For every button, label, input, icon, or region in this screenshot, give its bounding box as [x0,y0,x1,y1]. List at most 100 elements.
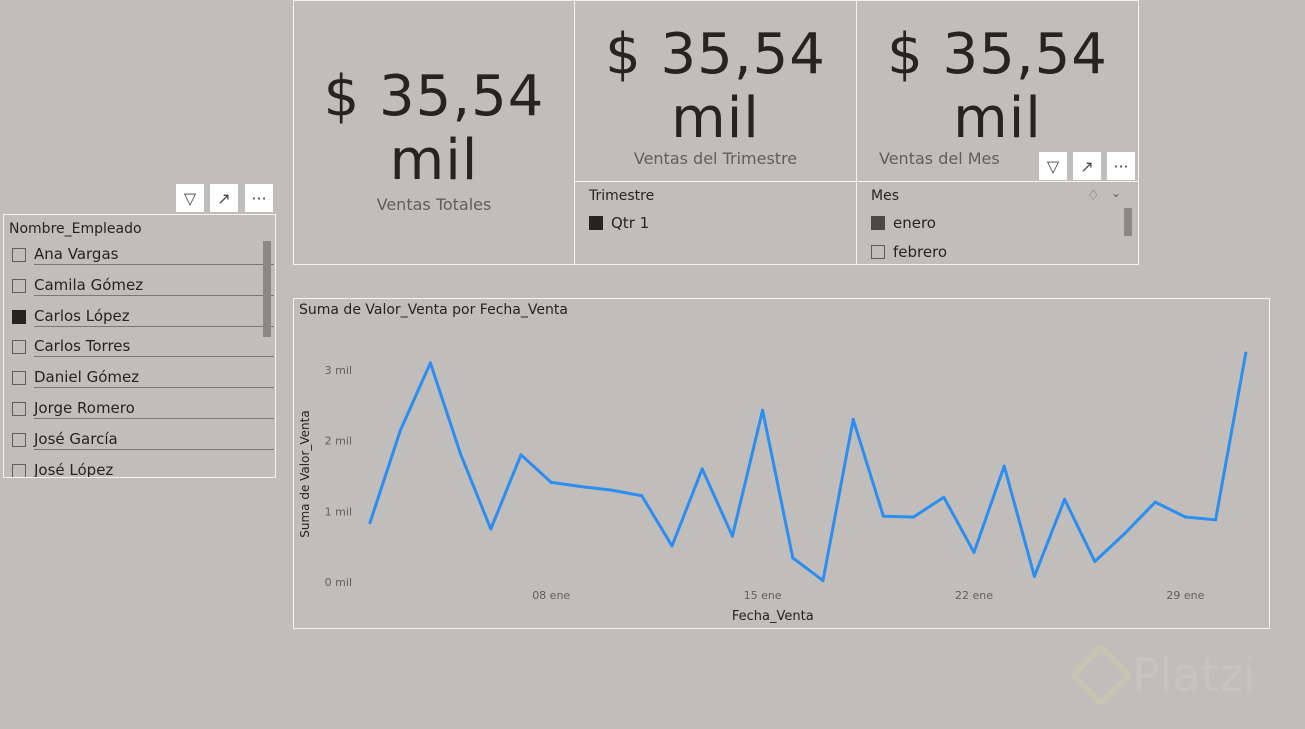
item-label: Carlos Torres [34,337,274,358]
data-point[interactable] [972,550,976,554]
filter-icon[interactable]: ▽ [1039,152,1067,180]
y-tick-label: 1 mil [325,505,352,518]
x-axis-title: Fecha_Venta [732,609,814,624]
data-point[interactable] [640,494,644,498]
item-label: José García [34,430,274,450]
data-point[interactable] [670,544,674,548]
checkbox[interactable] [12,432,26,447]
card-unit: mil [389,128,479,193]
more-options-icon[interactable]: ··· [1107,152,1135,180]
card-value: $ 35,54 [323,64,545,129]
y-tick-label: 2 mil [325,435,352,448]
data-point[interactable] [942,495,946,499]
data-point[interactable] [579,485,583,489]
data-point[interactable] [700,467,704,471]
data-point[interactable] [1002,464,1006,468]
card-value: $ 35,54 [605,22,826,87]
focus-mode-icon[interactable]: ↗ [210,184,238,212]
checkbox[interactable] [871,245,885,259]
trimestre-slicer: Trimestre Qtr 1 [574,181,857,265]
slicer-title: Mes [871,188,899,204]
checkbox[interactable] [12,248,26,262]
mes-slicer: Mes ♢ ⌄ enero febrero [856,181,1139,265]
empleado-slicer: Nombre_Empleado Ana Vargas Camila Gómez Ca… [3,214,276,478]
data-point[interactable] [881,514,885,518]
data-point[interactable] [1214,518,1218,522]
data-point[interactable] [791,556,795,560]
data-point[interactable] [1123,531,1127,535]
slicer-item-employee[interactable]: José García [12,430,274,450]
slicer-item-employee[interactable]: Carlos Torres [12,337,274,358]
eraser-icon[interactable]: ♢ [1087,188,1100,204]
checkbox[interactable] [871,216,885,230]
data-point[interactable] [519,453,523,457]
data-point[interactable] [761,408,765,412]
card-ventas-totales[interactable]: $ 35,54 mil Ventas Totales [293,0,575,265]
more-options-icon[interactable]: ··· [245,184,273,212]
card-unit: mil [953,86,1042,151]
card-value: $ 35,54 [887,22,1108,87]
slicer-item-qtr1[interactable]: Qtr 1 [589,214,649,232]
checkbox[interactable] [589,216,603,230]
slicer-item-employee[interactable]: Carlos López [12,307,274,327]
x-tick-label: 22 ene [955,589,993,602]
y-axis-title: Suma de Valor_Venta [298,410,312,537]
checkbox[interactable] [12,371,26,386]
item-label: Camila Gómez [34,276,274,296]
card-label: Ventas del Trimestre [633,149,798,168]
slicer-item-enero[interactable]: enero [871,214,936,232]
data-point[interactable] [1183,515,1187,519]
checkbox[interactable] [12,402,26,416]
slicer-item-employee[interactable]: Jorge Romero [12,399,274,419]
data-point[interactable] [489,527,493,531]
card-unit: mil [671,86,760,151]
slicer-item-employee[interactable]: Daniel Gómez [12,368,274,389]
slicer-item-employee[interactable]: José López [12,461,274,477]
slicer-item-febrero[interactable]: febrero [871,243,947,261]
data-point[interactable] [821,579,825,583]
data-point[interactable] [1093,560,1097,564]
platzi-logo-icon [1068,642,1134,708]
x-tick-label: 29 ene [1166,589,1204,602]
series-line [368,352,1248,583]
y-tick-label: 0 mil [325,576,352,589]
x-tick-label: 15 ene [744,589,782,602]
item-label: febrero [893,243,948,261]
line-chart[interactable]: Suma de Valor_Venta por Fecha_Venta 0 mi… [293,298,1270,629]
data-point[interactable] [398,429,402,433]
data-point[interactable] [1244,351,1248,355]
data-point[interactable] [730,534,734,538]
chevron-down-icon[interactable]: ⌄ [1111,186,1122,200]
data-point[interactable] [912,515,916,519]
checkbox[interactable] [12,340,26,355]
data-point[interactable] [1153,500,1157,504]
data-point[interactable] [459,452,463,456]
chart-plot: 0 mil 1 mil 2 mil 3 mil 08 ene 15 ene 22 ene 29… [298,351,1248,624]
slicer-item-employee[interactable]: Ana Vargas [12,245,274,265]
data-point[interactable] [1032,574,1036,578]
data-point[interactable] [549,480,553,484]
data-point[interactable] [851,417,855,421]
item-label: Carlos López [34,307,274,327]
data-point[interactable] [610,488,614,492]
y-tick-label: 3 mil [325,364,352,377]
data-point[interactable] [1063,497,1067,501]
checkbox[interactable] [12,463,26,477]
checkbox[interactable] [12,278,26,293]
slicer-title: Nombre_Empleado [9,221,142,237]
item-label: enero [893,214,936,232]
item-label: Ana Vargas [34,245,274,265]
card-ventas-mes[interactable]: $ 35,54 mil Ventas del Mes [856,0,1139,182]
item-label: Qtr 1 [611,214,650,232]
data-point[interactable] [368,521,372,525]
slicer-item-employee[interactable]: Camila Gómez [12,276,274,296]
platzi-watermark: Platzi [1068,642,1256,708]
checkbox[interactable] [12,309,26,324]
data-point[interactable] [428,361,432,365]
focus-mode-icon[interactable]: ↗ [1073,152,1101,180]
scrollbar[interactable] [263,241,271,337]
card-ventas-trimestre[interactable]: $ 35,54 mil Ventas del Trimestre [574,0,857,182]
item-label: Daniel Gómez [34,368,274,389]
filter-icon[interactable]: ▽ [176,184,204,212]
scrollbar[interactable] [1124,208,1132,236]
